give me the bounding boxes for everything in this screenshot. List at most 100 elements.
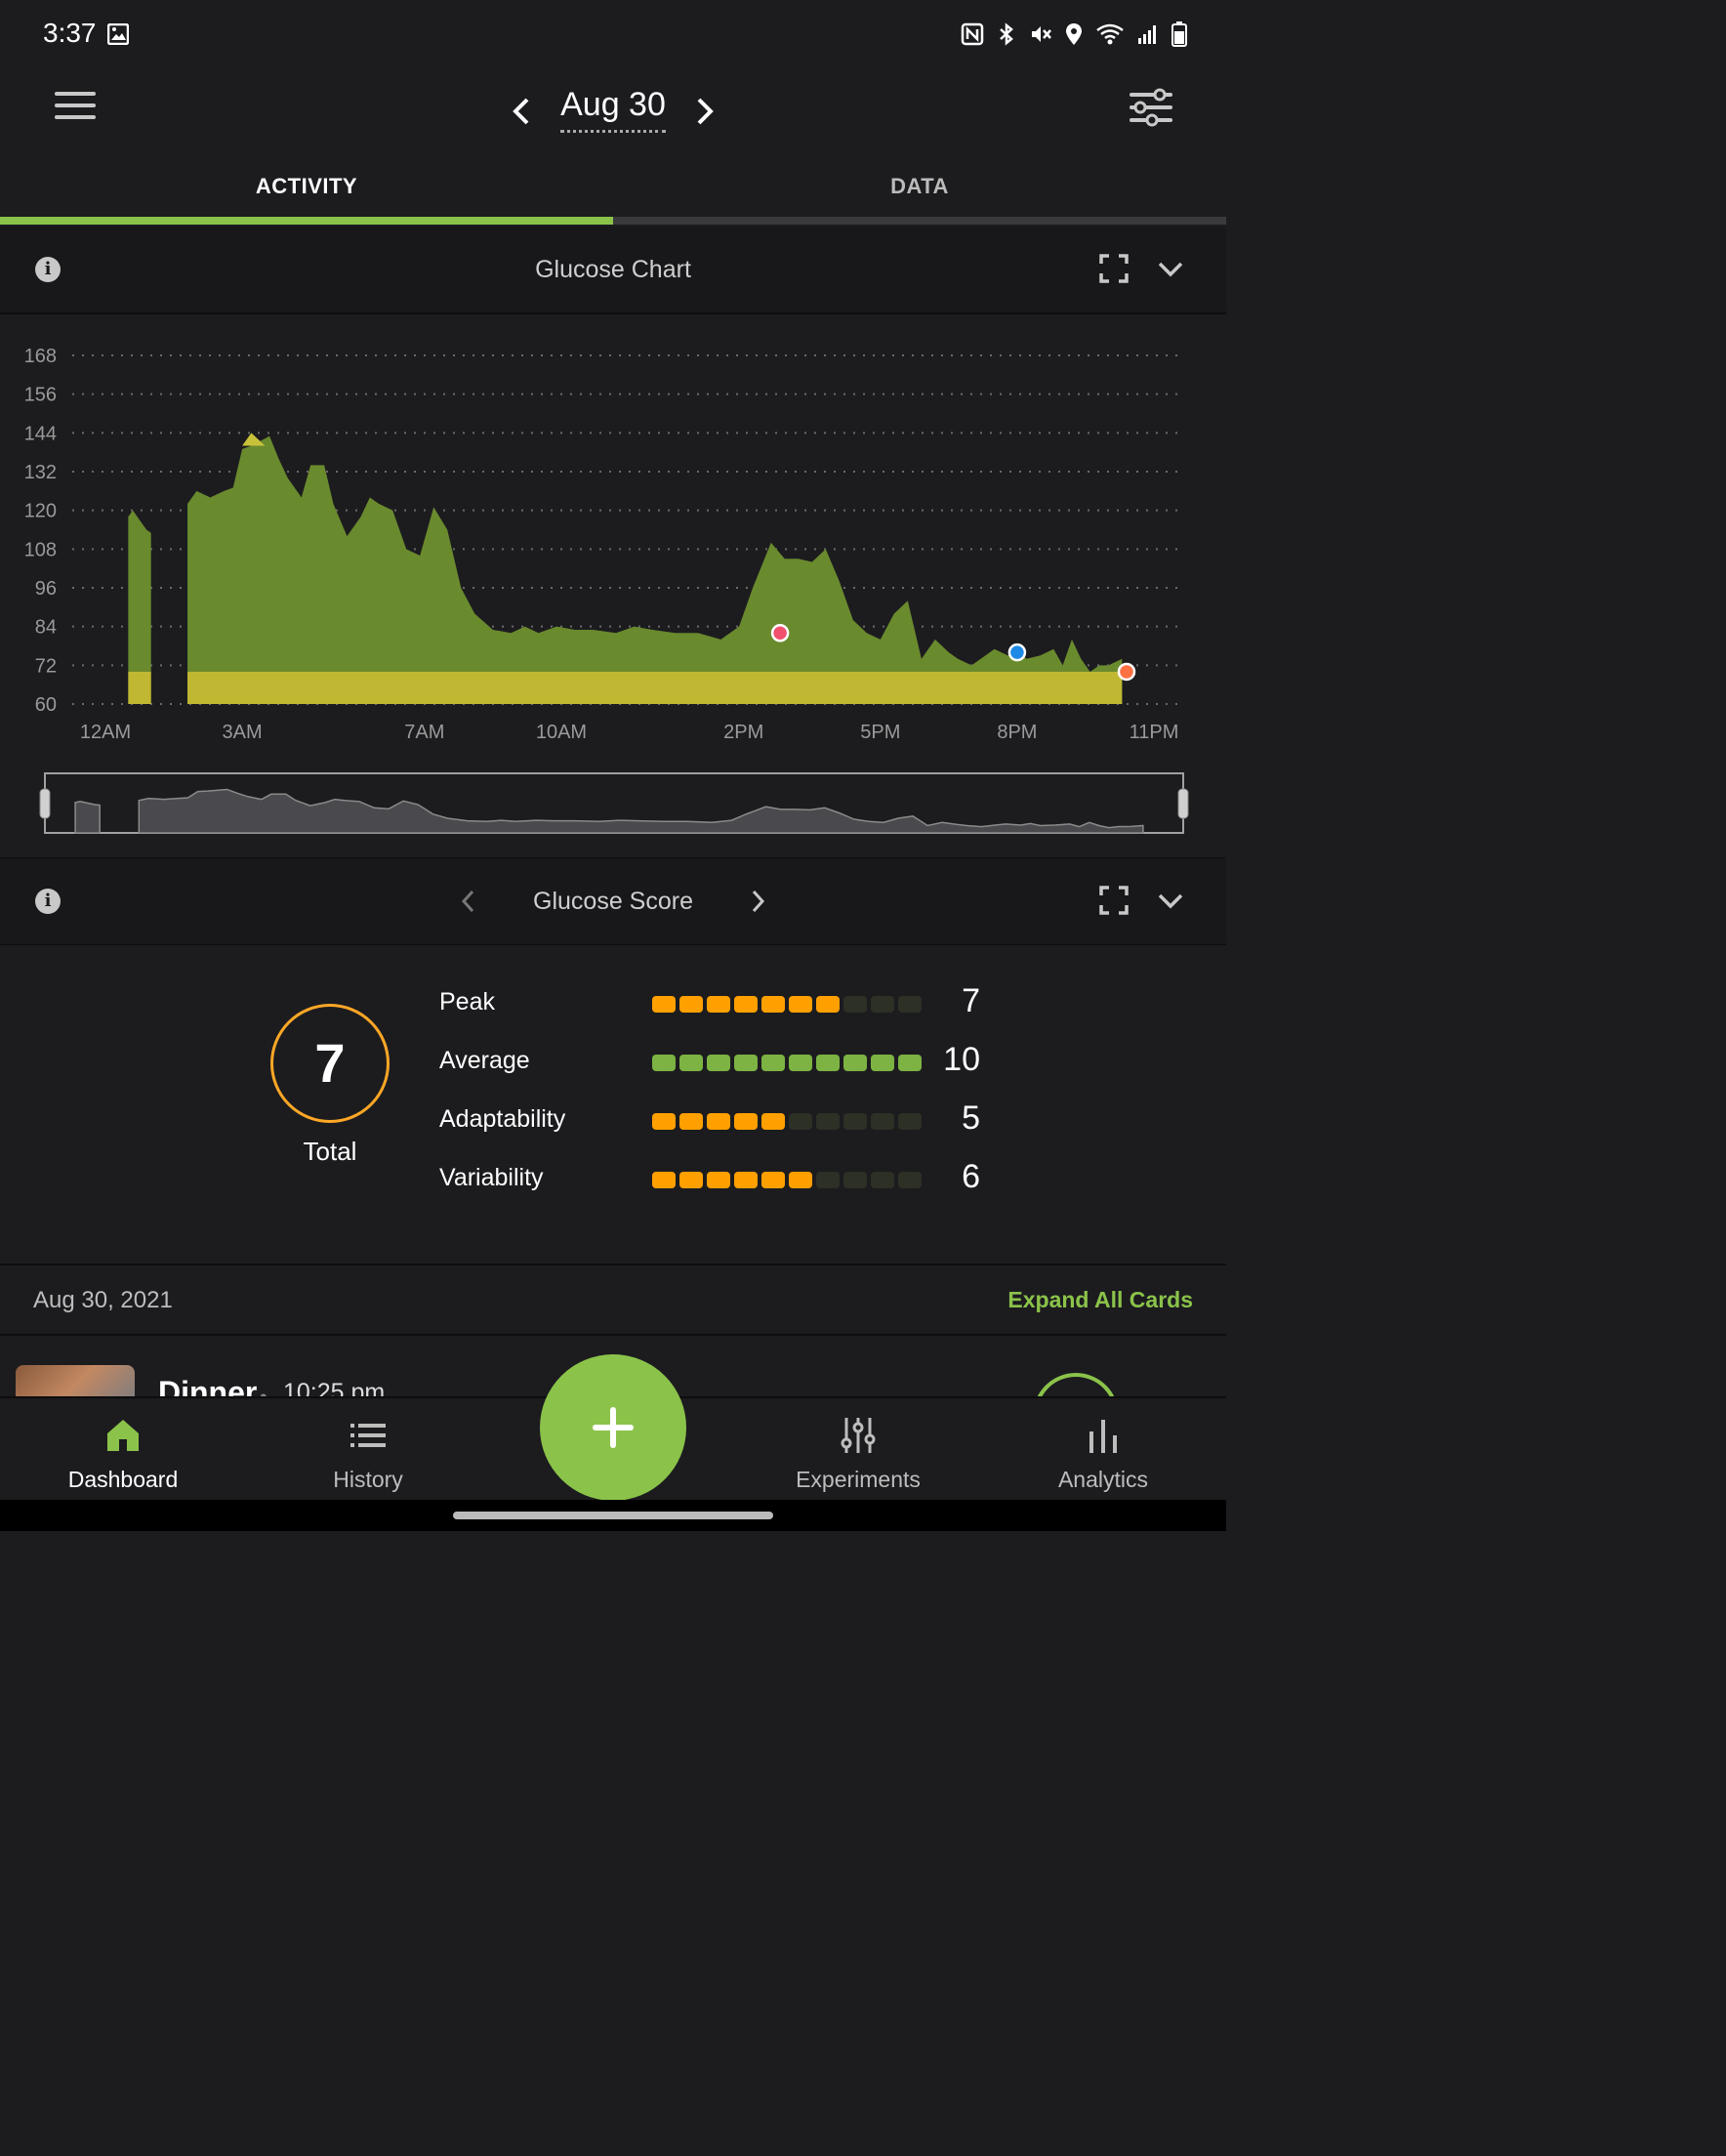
meter-segment: [871, 1172, 894, 1188]
x-tick-label: 12AM: [80, 722, 131, 743]
tune-sliders-icon: [841, 1418, 876, 1453]
mute-icon: [1032, 26, 1051, 42]
score-row-label: Average: [439, 1047, 530, 1074]
x-tick-label: 3AM: [223, 722, 263, 743]
score-meter: [652, 1055, 922, 1071]
chevron-right-icon[interactable]: [748, 888, 767, 915]
menu-icon[interactable]: [55, 92, 96, 127]
y-tick-label: 156: [24, 385, 57, 406]
date-selector[interactable]: Aug 30: [560, 86, 666, 133]
meter-segment: [679, 996, 703, 1013]
nav-dashboard[interactable]: Dashboard: [25, 1398, 221, 1502]
nfc-icon: [961, 22, 984, 46]
fullscreen-icon[interactable]: [1099, 886, 1129, 915]
home-gesture-pill[interactable]: [453, 1512, 773, 1519]
y-tick-label: 60: [35, 694, 57, 716]
bluetooth-icon: [1000, 22, 1013, 46]
fullscreen-icon[interactable]: [1099, 254, 1129, 283]
score-row-value: 7: [962, 982, 980, 1019]
meter-segment: [789, 1055, 812, 1071]
status-icons: [961, 21, 1187, 47]
status-bar: 3:37: [0, 0, 1226, 70]
nav-experiments[interactable]: Experiments: [760, 1398, 956, 1502]
chevron-left-icon[interactable]: [459, 888, 478, 915]
meter-segment: [898, 1055, 922, 1071]
meter-segment: [734, 1172, 758, 1188]
meter-segment: [789, 996, 812, 1013]
meter-segment: [679, 1113, 703, 1130]
navigator-handle-left[interactable]: [39, 788, 51, 819]
meter-segment: [871, 1113, 894, 1130]
peak-highlight: [242, 433, 266, 446]
chevron-down-icon[interactable]: [1156, 258, 1185, 281]
glucose-area-segment: [187, 435, 1123, 704]
chevron-down-icon[interactable]: [1156, 890, 1185, 913]
baseline-band: [128, 671, 151, 704]
x-tick-label: 7AM: [404, 722, 444, 743]
total-score-label: Total: [303, 1137, 357, 1166]
glucose-score-title: Glucose Score: [533, 888, 693, 915]
score-row-label: Adaptability: [439, 1105, 566, 1133]
date-navigator: Aug 30: [508, 82, 719, 141]
navigator-area: [138, 788, 1144, 834]
info-icon[interactable]: i: [35, 257, 61, 282]
meter-segment: [679, 1055, 703, 1071]
meter-segment: [707, 996, 730, 1013]
meal-photo: [16, 1365, 135, 1396]
meter-segment: [843, 1113, 867, 1130]
battery-icon: [1171, 21, 1187, 47]
y-tick-label: 84: [35, 617, 57, 639]
nav-label: History: [333, 1467, 403, 1492]
score-row-label: Peak: [439, 988, 495, 1016]
meter-segment: [679, 1172, 703, 1188]
y-tick-label: 144: [24, 423, 57, 444]
meal-entry-card[interactable]: Dinner • 10:25 pm: [0, 1334, 1226, 1396]
meter-segment: [734, 1113, 758, 1130]
glucose-chart-header: i Glucose Chart: [0, 227, 1226, 314]
meter-segment: [816, 1055, 840, 1071]
meter-segment: [816, 996, 840, 1013]
glucose-chart[interactable]: 168 156 144 132 120 108 96 84 72 60 12AM 3AM 7AM 10A…: [0, 314, 1226, 857]
tab-data[interactable]: DATA: [890, 174, 949, 198]
chevron-left-icon[interactable]: [508, 92, 535, 131]
meter-segment: [734, 1055, 758, 1071]
x-tick-label: 2PM: [723, 722, 763, 743]
filter-sliders-icon[interactable]: [1129, 88, 1173, 127]
nav-history[interactable]: History: [270, 1398, 466, 1502]
score-meter: [652, 1113, 922, 1130]
meter-segment: [816, 1113, 840, 1130]
status-time: 3:37: [43, 18, 97, 48]
meal-time: 10:25 pm: [283, 1379, 386, 1396]
meter-segment: [652, 1055, 676, 1071]
meal-score-ring: [1033, 1373, 1119, 1396]
navigator-area: [74, 801, 101, 834]
meter-segment: [707, 1113, 730, 1130]
meal-name: Dinner: [158, 1375, 258, 1396]
navigator-handle-right[interactable]: [1177, 788, 1189, 819]
nav-analytics[interactable]: Analytics: [1006, 1398, 1201, 1502]
expand-all-cards-button[interactable]: Expand All Cards: [1007, 1287, 1193, 1312]
tab-bar: ACTIVITY DATA: [0, 148, 1226, 225]
info-icon[interactable]: i: [35, 889, 61, 914]
meter-segment: [871, 1055, 894, 1071]
day-date: Aug 30, 2021: [33, 1287, 173, 1313]
meter-segment: [761, 996, 785, 1013]
home-icon: [107, 1420, 139, 1451]
event-marker: [770, 624, 790, 643]
x-tick-label: 8PM: [997, 722, 1037, 743]
meter-segment: [816, 1172, 840, 1188]
meter-segment: [707, 1172, 730, 1188]
tab-activity[interactable]: ACTIVITY: [255, 174, 358, 198]
meter-segment: [843, 996, 867, 1013]
y-tick-label: 96: [35, 578, 57, 600]
meter-segment: [898, 996, 922, 1013]
signal-icon: [1138, 25, 1156, 44]
chevron-right-icon[interactable]: [691, 92, 719, 131]
meter-segment: [734, 996, 758, 1013]
add-entry-button[interactable]: [540, 1354, 686, 1501]
bar-chart-icon: [1089, 1420, 1117, 1453]
event-marker: [1117, 662, 1136, 682]
meter-segment: [843, 1055, 867, 1071]
glucose-chart-svg[interactable]: 168 156 144 132 120 108 96 84 72 60 12AM 3AM 7AM 10A…: [0, 314, 1226, 857]
chart-range-navigator[interactable]: [39, 772, 1189, 834]
